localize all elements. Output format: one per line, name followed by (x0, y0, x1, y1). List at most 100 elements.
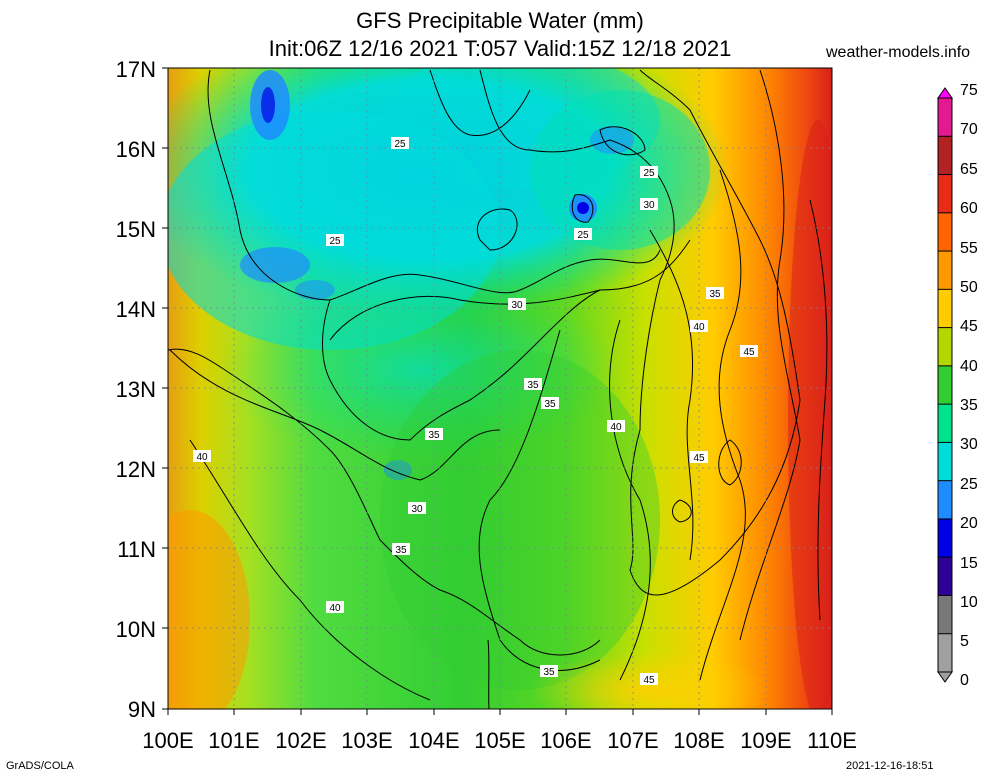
colorbar-swatch (938, 633, 952, 673)
colorbar-label: 20 (960, 515, 978, 532)
colorbar-label: 5 (960, 633, 969, 650)
lon-label: 101E (208, 728, 260, 753)
svg-text:35: 35 (395, 545, 407, 556)
colorbar-max-arrow (937, 87, 953, 99)
lat-label: 13N (115, 377, 156, 402)
colorbar-swatch (938, 518, 952, 558)
svg-text:40: 40 (610, 422, 622, 433)
svg-text:35: 35 (527, 380, 539, 391)
site-credit: weather-models.info (826, 44, 971, 61)
colorbar-label: 75 (960, 82, 978, 99)
map-title: GFS Precipitable Water (mm) (356, 8, 644, 33)
colorbar-swatch (938, 557, 952, 596)
colorbar-swatch (938, 327, 952, 367)
colorbar-label: 10 (960, 594, 978, 611)
contour-label: 35 (524, 378, 542, 391)
colorbar-swatch (938, 365, 952, 405)
svg-text:25: 25 (577, 230, 589, 241)
colorbar-swatch (938, 174, 952, 214)
lon-label: 104E (408, 728, 460, 753)
contour-lines (169, 69, 828, 701)
svg-text:35: 35 (543, 667, 555, 678)
colorbar-label: 25 (960, 476, 978, 493)
colorbar-min-arrow (937, 671, 953, 683)
colorbar-label: 70 (960, 121, 978, 138)
colorbar-swatch (938, 289, 952, 329)
colorbar-label: 45 (960, 318, 978, 335)
map-subtitle: Init:06Z 12/16 2021 T:057 Valid:15Z 12/1… (268, 36, 732, 61)
colorbar-swatch (938, 404, 952, 443)
lon-label: 102E (275, 728, 327, 753)
lat-label: 15N (115, 217, 156, 242)
lat-label: 12N (115, 457, 156, 482)
colorbar-label: 30 (960, 436, 978, 453)
colorbar-swatch (938, 480, 952, 520)
lon-label: 110E (807, 728, 857, 753)
contour-label: 25 (640, 166, 658, 179)
colorbar-label: 55 (960, 240, 978, 257)
colorbar-swatch (938, 595, 952, 635)
contour-label: 30 (640, 198, 658, 211)
lon-label: 105E (474, 728, 526, 753)
colorbar-label: 0 (960, 672, 969, 689)
colorbar-label: 50 (960, 279, 978, 296)
colorbar-swatch (938, 98, 952, 137)
lat-label: 16N (115, 137, 156, 162)
lon-label: 100E (142, 728, 194, 753)
tick-marks (162, 67, 833, 715)
colorbar-label: 40 (960, 358, 978, 375)
svg-text:45: 45 (643, 675, 655, 686)
svg-text:30: 30 (411, 504, 423, 515)
colorbar-label: 15 (960, 555, 978, 572)
contour-label: 45 (740, 345, 758, 358)
contour-label: 40 (690, 320, 708, 333)
lon-label: 108E (673, 728, 725, 753)
contour-label: 40 (193, 450, 211, 463)
footer-timestamp: 2021-12-16-18:51 (846, 760, 934, 772)
contour-label: 35 (392, 543, 410, 556)
svg-text:25: 25 (394, 139, 406, 150)
contour-label: 40 (607, 420, 625, 433)
svg-text:40: 40 (329, 603, 341, 614)
contour-label: 40 (326, 601, 344, 614)
svg-text:35: 35 (709, 289, 721, 300)
colorbar-swatch (938, 442, 952, 482)
contour-label: 25 (326, 234, 344, 247)
lon-label: 103E (341, 728, 393, 753)
contour-label: 35 (540, 665, 558, 678)
coastlines-borders (168, 69, 801, 709)
contour-label: 35 (425, 428, 443, 441)
svg-text:25: 25 (643, 168, 655, 179)
lat-label: 14N (115, 297, 156, 322)
lat-label: 11N (117, 537, 156, 562)
lon-label: 106E (540, 728, 592, 753)
lat-label: 9N (127, 697, 156, 722)
svg-text:40: 40 (693, 322, 705, 333)
graticule (168, 68, 832, 709)
colorbar-label: 65 (960, 161, 978, 178)
lon-label: 107E (607, 728, 659, 753)
colorbar (937, 87, 953, 683)
lat-label: 17N (115, 57, 156, 82)
svg-text:25: 25 (329, 236, 341, 247)
field-shading (168, 68, 832, 709)
contour-label: 25 (574, 228, 592, 241)
svg-text:45: 45 (693, 453, 705, 464)
colorbar-swatch (938, 212, 952, 252)
contour-label: 35 (706, 287, 724, 300)
contour-label: 30 (408, 502, 426, 515)
lat-label: 10N (115, 617, 156, 642)
contour-label: 30 (508, 298, 526, 311)
footer-credit: GrADS/COLA (6, 760, 74, 772)
contour-label: 25 (391, 137, 409, 150)
colorbar-label: 35 (960, 397, 978, 414)
svg-text:30: 30 (643, 200, 655, 211)
contour-label: 35 (541, 397, 559, 410)
contour-label: 45 (640, 673, 658, 686)
contour-label: 45 (690, 451, 708, 464)
svg-text:40: 40 (196, 452, 208, 463)
svg-text:35: 35 (428, 430, 440, 441)
svg-text:45: 45 (743, 347, 755, 358)
contour-value-labels: 25 25 25 30 25 30 35 40 45 35 35 40 35 4… (193, 137, 758, 686)
